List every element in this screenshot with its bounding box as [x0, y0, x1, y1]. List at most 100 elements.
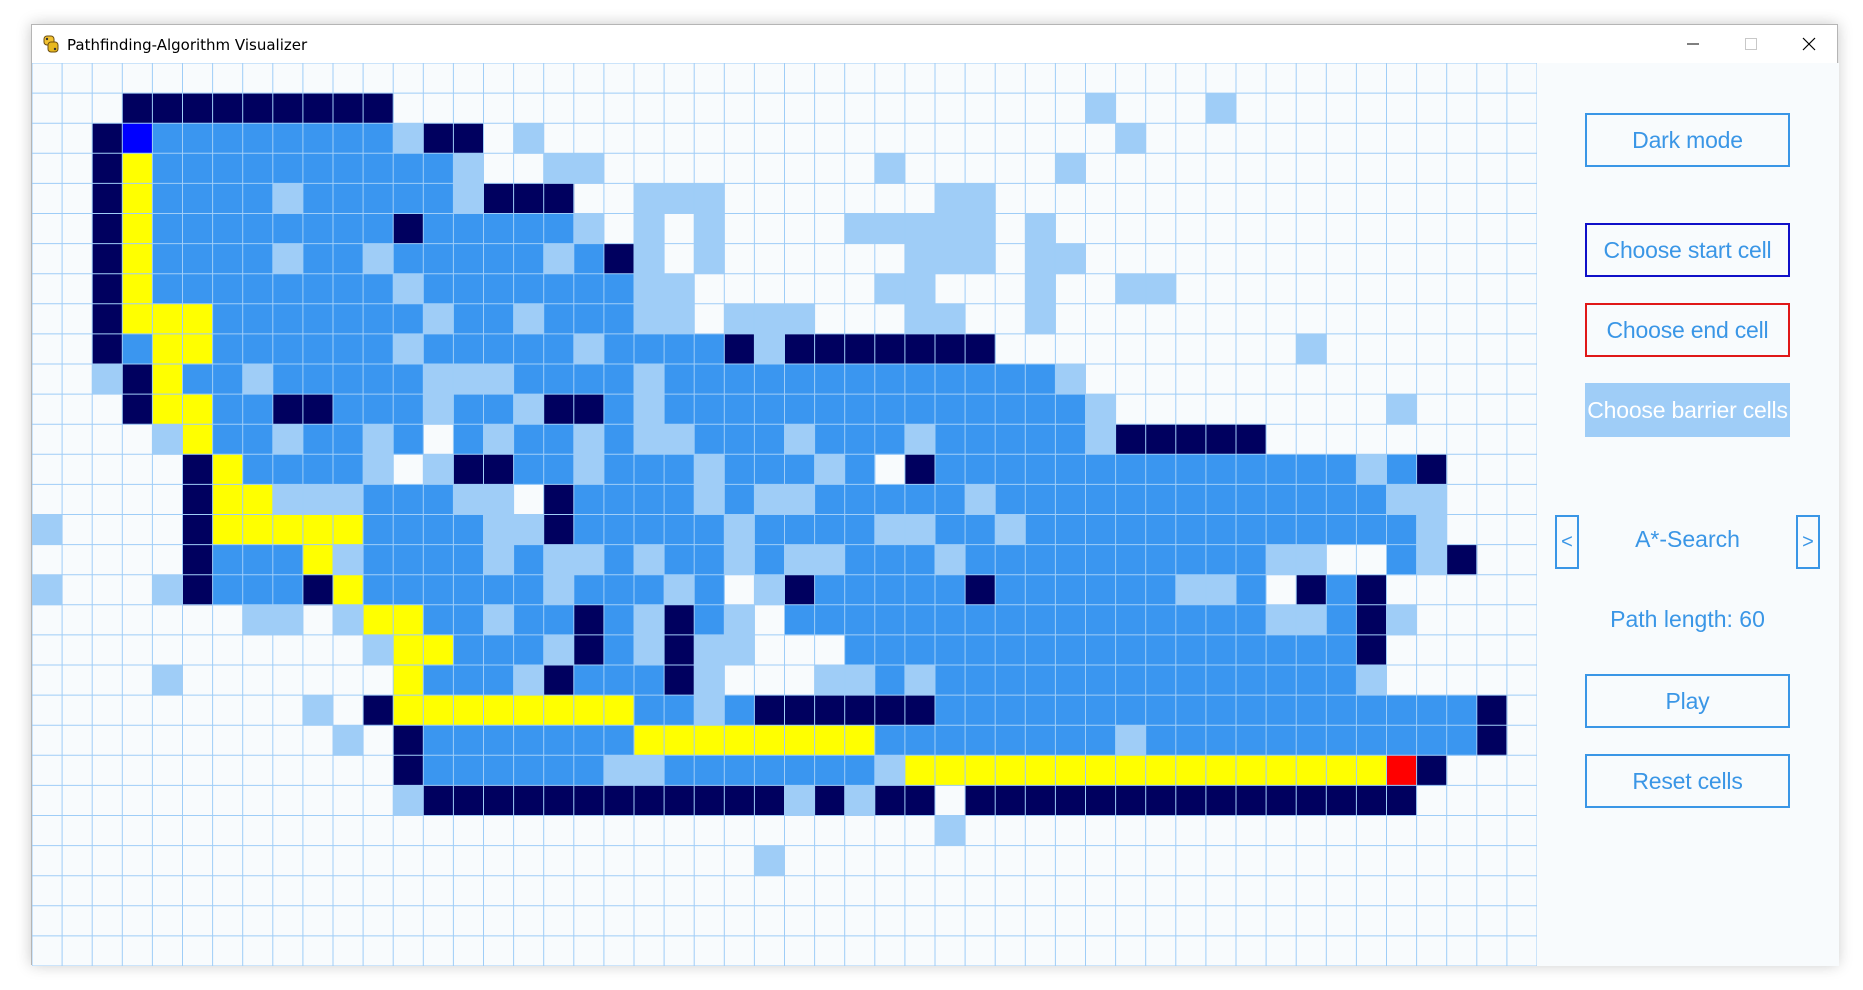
open-cell[interactable]: [634, 273, 665, 305]
closed-cell[interactable]: [694, 333, 725, 365]
path-cell[interactable]: [935, 755, 966, 786]
closed-cell[interactable]: [1055, 544, 1086, 576]
closed-cell[interactable]: [543, 333, 575, 365]
path-cell[interactable]: [152, 364, 183, 395]
open-cell[interactable]: [935, 243, 966, 275]
open-cell[interactable]: [694, 183, 725, 214]
closed-cell[interactable]: [513, 364, 545, 395]
closed-cell[interactable]: [1055, 604, 1086, 636]
closed-cell[interactable]: [1025, 544, 1056, 576]
closed-cell[interactable]: [1145, 634, 1177, 666]
closed-cell[interactable]: [272, 273, 304, 305]
closed-cell[interactable]: [935, 514, 966, 546]
closed-cell[interactable]: [724, 364, 755, 395]
closed-cell[interactable]: [573, 303, 605, 335]
closed-cell[interactable]: [603, 725, 635, 756]
barrier-cell[interactable]: [874, 785, 906, 816]
closed-cell[interactable]: [874, 364, 906, 395]
closed-cell[interactable]: [333, 364, 364, 395]
path-cell[interactable]: [1236, 755, 1267, 786]
path-cell[interactable]: [904, 755, 936, 786]
open-cell[interactable]: [423, 394, 454, 425]
path-cell[interactable]: [1296, 755, 1327, 786]
closed-cell[interactable]: [1386, 454, 1418, 485]
open-cell[interactable]: [453, 364, 484, 395]
open-cell[interactable]: [573, 544, 605, 576]
open-cell[interactable]: [483, 604, 515, 636]
closed-cell[interactable]: [1205, 544, 1237, 576]
open-cell[interactable]: [1025, 213, 1056, 245]
closed-cell[interactable]: [874, 604, 906, 636]
closed-cell[interactable]: [874, 725, 906, 756]
closed-cell[interactable]: [634, 454, 665, 485]
path-cell[interactable]: [995, 755, 1026, 786]
closed-cell[interactable]: [1326, 604, 1357, 636]
closed-cell[interactable]: [152, 273, 183, 305]
open-cell[interactable]: [423, 303, 454, 335]
closed-cell[interactable]: [995, 544, 1026, 576]
barrier-cell[interactable]: [814, 785, 846, 816]
closed-cell[interactable]: [935, 364, 966, 395]
closed-cell[interactable]: [634, 665, 665, 696]
barrier-cell[interactable]: [92, 183, 123, 214]
path-cell[interactable]: [182, 424, 214, 455]
choose-end-cell-button[interactable]: Choose end cell: [1585, 303, 1790, 357]
closed-cell[interactable]: [242, 243, 274, 275]
closed-cell[interactable]: [333, 213, 364, 245]
end-cell[interactable]: [1386, 755, 1418, 786]
barrier-cell[interactable]: [874, 695, 906, 726]
open-cell[interactable]: [754, 333, 785, 365]
open-cell[interactable]: [1296, 333, 1327, 365]
path-cell[interactable]: [844, 725, 876, 756]
closed-cell[interactable]: [1356, 695, 1387, 726]
closed-cell[interactable]: [453, 424, 484, 455]
barrier-cell[interactable]: [513, 785, 545, 816]
closed-cell[interactable]: [1115, 634, 1147, 666]
closed-cell[interactable]: [1145, 544, 1177, 576]
open-cell[interactable]: [573, 333, 605, 365]
closed-cell[interactable]: [664, 394, 695, 425]
closed-cell[interactable]: [1055, 424, 1086, 455]
closed-cell[interactable]: [333, 183, 364, 214]
open-cell[interactable]: [904, 514, 936, 546]
barrier-cell[interactable]: [1326, 785, 1357, 816]
closed-cell[interactable]: [573, 514, 605, 546]
path-cell[interactable]: [182, 333, 214, 365]
closed-cell[interactable]: [1175, 695, 1207, 726]
closed-cell[interactable]: [1145, 454, 1177, 485]
open-cell[interactable]: [694, 634, 725, 666]
closed-cell[interactable]: [543, 725, 575, 756]
closed-cell[interactable]: [1025, 665, 1056, 696]
closed-cell[interactable]: [302, 424, 334, 455]
closed-cell[interactable]: [393, 484, 424, 515]
open-cell[interactable]: [935, 815, 966, 847]
barrier-cell[interactable]: [814, 695, 846, 726]
open-cell[interactable]: [995, 514, 1026, 546]
closed-cell[interactable]: [1326, 634, 1357, 666]
closed-cell[interactable]: [483, 725, 515, 756]
barrier-cell[interactable]: [1236, 785, 1267, 816]
closed-cell[interactable]: [784, 604, 816, 636]
open-cell[interactable]: [694, 484, 725, 515]
closed-cell[interactable]: [1266, 484, 1297, 515]
closed-cell[interactable]: [814, 604, 846, 636]
closed-cell[interactable]: [573, 364, 605, 395]
barrier-cell[interactable]: [664, 604, 695, 636]
open-cell[interactable]: [784, 303, 816, 335]
closed-cell[interactable]: [1085, 634, 1117, 666]
closed-cell[interactable]: [182, 153, 214, 184]
open-cell[interactable]: [513, 303, 545, 335]
closed-cell[interactable]: [423, 755, 454, 786]
closed-cell[interactable]: [483, 303, 515, 335]
open-cell[interactable]: [152, 424, 183, 455]
closed-cell[interactable]: [1266, 454, 1297, 485]
closed-cell[interactable]: [694, 574, 725, 606]
open-cell[interactable]: [814, 665, 846, 696]
closed-cell[interactable]: [603, 454, 635, 485]
barrier-cell[interactable]: [543, 183, 575, 214]
closed-cell[interactable]: [844, 574, 876, 606]
open-cell[interactable]: [453, 484, 484, 515]
path-cell[interactable]: [363, 604, 394, 636]
open-cell[interactable]: [483, 544, 515, 576]
barrier-cell[interactable]: [543, 785, 575, 816]
